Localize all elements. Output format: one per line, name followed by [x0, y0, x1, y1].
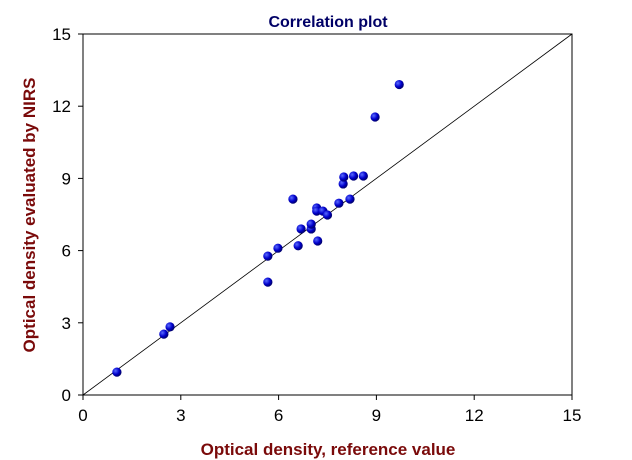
chart-title: Correlation plot [268, 14, 388, 31]
data-point [338, 179, 348, 189]
data-point [313, 236, 323, 246]
y-tick-label: 15 [52, 25, 71, 44]
data-point [370, 112, 380, 122]
y-tick-label: 12 [52, 97, 71, 116]
y-tick-label: 6 [62, 242, 71, 261]
data-point [334, 198, 344, 208]
data-point [263, 277, 273, 287]
x-tick-label: 15 [563, 406, 582, 425]
data-point [293, 241, 303, 251]
data-point [263, 251, 273, 261]
data-point [296, 224, 306, 234]
data-point [322, 210, 333, 220]
x-tick-label: 12 [465, 406, 484, 425]
x-tick-label: 0 [78, 406, 87, 425]
data-point [273, 243, 283, 253]
data-point [112, 367, 122, 377]
x-axis: 0 3 6 9 12 15 [78, 395, 581, 425]
x-tick-label: 9 [372, 406, 381, 425]
data-point [348, 171, 359, 181]
plot-frame [82, 33, 573, 396]
x-axis-label: Optical density, reference value [201, 440, 456, 459]
data-point [339, 172, 349, 182]
data-point [345, 194, 355, 204]
data-point [306, 219, 316, 229]
y-tick-label: 3 [62, 314, 71, 333]
y-axis-label: Optical density evaluated by NIRS [20, 78, 39, 353]
y-tick-label: 9 [62, 169, 71, 188]
y-axis: 0 3 6 9 12 15 [52, 25, 83, 405]
data-point [394, 79, 404, 90]
x-tick-label: 3 [176, 406, 185, 425]
data-points [112, 79, 404, 377]
data-point [165, 322, 175, 332]
data-point [159, 329, 169, 339]
data-point [288, 194, 298, 204]
x-tick-label: 6 [274, 406, 283, 425]
data-point [358, 171, 368, 181]
y-tick-label: 0 [62, 386, 71, 405]
